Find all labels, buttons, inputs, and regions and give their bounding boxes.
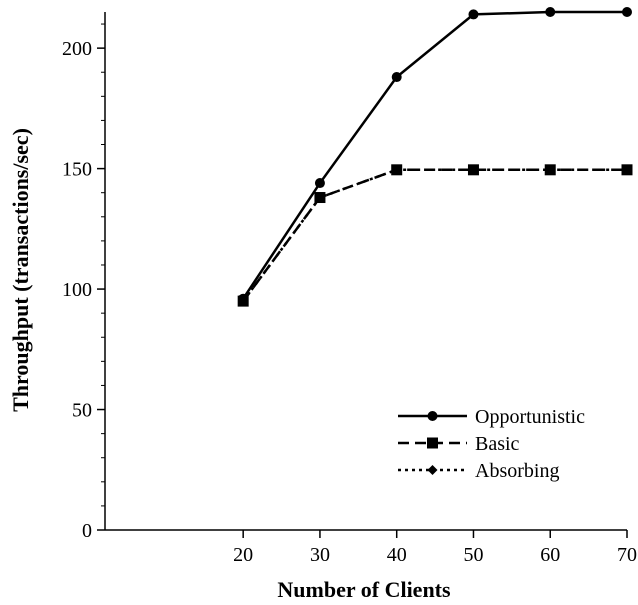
series-line bbox=[242, 168, 627, 302]
x-tick-label: 50 bbox=[463, 544, 483, 566]
data-point-circle bbox=[468, 9, 479, 20]
legend-label: Absorbing bbox=[475, 460, 559, 482]
x-tick-label: 70 bbox=[617, 544, 637, 566]
series-line bbox=[242, 10, 627, 300]
y-axis-title: Throughput (transactions/sec) bbox=[8, 128, 33, 412]
y-tick-label: 150 bbox=[62, 159, 92, 181]
x-tick-label: 30 bbox=[310, 544, 330, 566]
axes bbox=[104, 12, 627, 531]
legend-item: Opportunistic bbox=[398, 406, 585, 428]
data-point-square bbox=[391, 164, 403, 176]
data-point-square bbox=[544, 164, 556, 176]
legend-marker-circle bbox=[427, 411, 438, 421]
data-point-circle bbox=[545, 7, 556, 17]
x-axis-title: Number of Clients bbox=[277, 577, 451, 602]
data-point-circle bbox=[238, 293, 249, 304]
data-point-circle bbox=[622, 7, 632, 17]
y-tick-label: 0 bbox=[82, 520, 92, 542]
legend-item: Basic bbox=[398, 433, 520, 455]
y-tick-label: 200 bbox=[62, 38, 92, 60]
series-layer bbox=[237, 7, 633, 307]
series-opportunistic bbox=[238, 7, 632, 304]
series-line bbox=[242, 168, 627, 302]
y-tick-label: 100 bbox=[62, 279, 92, 301]
x-tick-label: 20 bbox=[233, 544, 253, 566]
data-point-circle bbox=[391, 72, 402, 83]
x-tick-label: 60 bbox=[540, 544, 560, 566]
legend-item: Absorbing bbox=[398, 460, 559, 482]
legend: Opportunistic Basic Absorbing bbox=[398, 406, 585, 482]
legend-label: Opportunistic bbox=[475, 406, 585, 428]
y-tick-label: 50 bbox=[72, 400, 92, 422]
x-ticks: 20 30 40 50 60 70 bbox=[233, 530, 637, 566]
y-ticks: 0 50 100 150 200 bbox=[62, 23, 105, 542]
data-point-square bbox=[314, 192, 326, 204]
series-absorbing bbox=[238, 164, 632, 307]
legend-marker-diamond bbox=[427, 465, 438, 475]
data-point-square bbox=[621, 164, 633, 176]
x-tick-label: 40 bbox=[387, 544, 407, 566]
series-basic bbox=[237, 164, 633, 307]
data-point-circle bbox=[314, 178, 325, 189]
data-point-square bbox=[467, 164, 479, 176]
legend-label: Basic bbox=[475, 433, 520, 455]
legend-marker-square bbox=[427, 437, 438, 449]
